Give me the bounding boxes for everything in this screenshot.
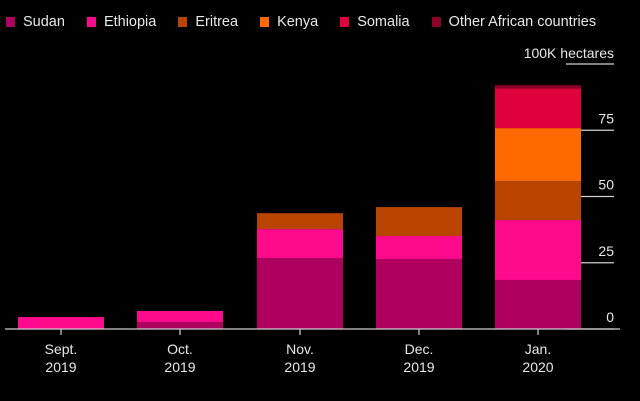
legend-swatch [431, 17, 441, 27]
bar-segment-somalia [495, 88, 581, 129]
legend-item-kenya: Kenya [260, 14, 318, 30]
bar-segment-ethiopia [137, 310, 223, 323]
legend-swatch [260, 17, 270, 27]
legend-label: Ethiopia [103, 14, 157, 30]
bar-segment-ethiopia [257, 229, 343, 258]
legend-label: Eritrea [195, 14, 239, 30]
bar-segment-ethiopia [495, 220, 581, 280]
legend-item-sudan: Sudan [6, 14, 65, 30]
legend-swatch [340, 17, 350, 27]
legend: Sudan Ethiopia Eritrea Kenya Somalia Other Af… [6, 14, 618, 30]
legend-label: Somalia [357, 14, 410, 30]
x-tick-label-year: 2019 [403, 359, 434, 375]
legend-item-somalia: Somalia [340, 14, 410, 30]
bar-segment-sudan [257, 257, 343, 329]
legend-swatch [178, 17, 188, 27]
bars [18, 85, 581, 329]
bar-segment-other-african-countries [495, 85, 581, 89]
x-tick-label-year: 2019 [284, 359, 315, 375]
bar-segment-ethiopia [376, 235, 462, 260]
bar-segment-sudan [137, 322, 223, 329]
y-tick-label: 25 [598, 243, 614, 259]
legend-label: Kenya [277, 14, 319, 30]
x-tick-label-month: Oct. [167, 341, 193, 357]
bar-segment-eritrea [495, 181, 581, 221]
bar-segment-sudan [376, 259, 462, 329]
legend-item-other-african-countries: Other African countries [431, 14, 597, 30]
bar-segment-sudan [495, 279, 581, 329]
x-tick-label-month: Nov. [286, 341, 314, 357]
x-tick-label-year: 2019 [164, 359, 195, 375]
legend-swatch [6, 17, 15, 27]
x-tick-label-month: Dec. [405, 341, 434, 357]
bar-segment-kenya [495, 128, 581, 182]
y-tick-label: 50 [598, 177, 614, 193]
x-axis: Sept. 2019 Oct. 2019 Nov. 2019 Dec. 2019 Jan. 202… [45, 329, 554, 375]
bar-segment-eritrea [257, 213, 343, 230]
legend-item-eritrea: Eritrea [178, 14, 238, 30]
x-tick-label-year: 2019 [45, 359, 76, 375]
legend-label: Sudan [23, 14, 65, 30]
bar-segment-ethiopia [18, 317, 104, 329]
legend-item-ethiopia: Ethiopia [86, 14, 157, 30]
legend-label: Other African countries [448, 14, 597, 30]
x-tick-label-month: Sept. [45, 341, 78, 357]
legend-swatch [86, 17, 96, 27]
y-tick-label: 75 [598, 110, 614, 126]
bar-segment-eritrea [376, 207, 462, 236]
y-axis-unit-label: 100K hectares [524, 45, 614, 61]
x-tick-label-month: Jan. [525, 341, 551, 357]
x-tick-label-year: 2020 [522, 359, 553, 375]
y-tick-label: 0 [606, 309, 614, 325]
